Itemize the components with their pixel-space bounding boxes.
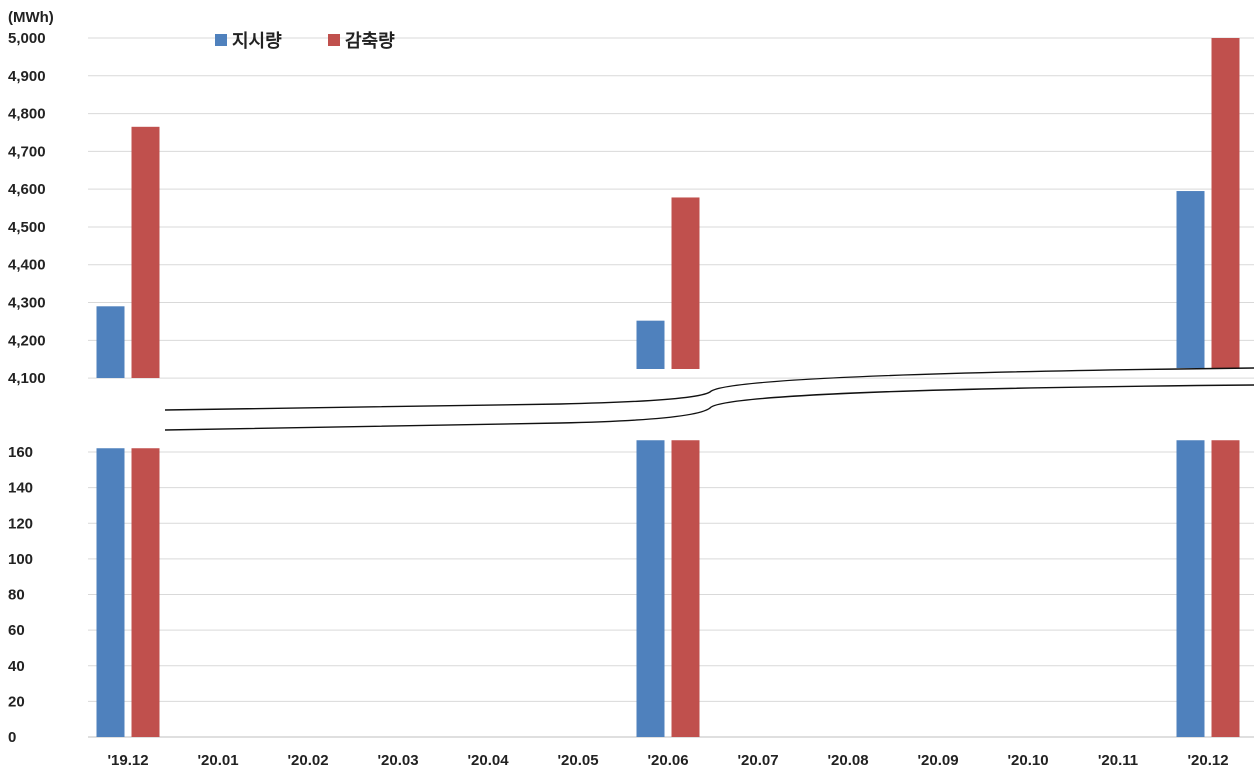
- x-tick-label: '20.01: [197, 752, 238, 768]
- x-tick-label: '20.02: [287, 752, 328, 768]
- legend-swatch-series-1: [215, 34, 227, 46]
- y-tick-label: 4,800: [8, 106, 46, 123]
- y-tick-label: 4,300: [8, 295, 46, 312]
- y-tick-label: 4,400: [8, 257, 46, 274]
- bar-lower-series-1: [636, 440, 665, 737]
- bar-upper-series-2: [131, 126, 160, 378]
- bars: [96, 38, 1240, 737]
- y-tick-label: 0: [8, 729, 16, 746]
- y-tick-label: 60: [8, 622, 25, 639]
- y-tick-label: 5,000: [8, 30, 46, 47]
- x-tick-label: '20.07: [737, 752, 778, 768]
- y-tick-label: 4,600: [8, 181, 46, 198]
- y-tick-label: 40: [8, 658, 25, 675]
- legend-swatch-series-2: [328, 34, 340, 46]
- y-tick-label: 80: [8, 587, 25, 604]
- y-tick-label: 4,500: [8, 219, 46, 236]
- axis-break: [85, 367, 1254, 431]
- bar-upper-series-2: [671, 197, 700, 369]
- y-tick-label: 4,200: [8, 332, 46, 349]
- x-tick-label: '20.05: [557, 752, 598, 768]
- x-tick-label: '19.12: [107, 752, 148, 768]
- y-tick-label: 4,900: [8, 68, 46, 85]
- y-tick-label: 140: [8, 480, 33, 497]
- x-tick-label: '20.03: [377, 752, 418, 768]
- y-tick-label: 20: [8, 693, 25, 710]
- x-tick-label: '20.12: [1187, 752, 1228, 768]
- bar-lower-series-2: [131, 448, 160, 737]
- bar-lower-series-1: [1176, 440, 1205, 737]
- bar-lower-series-2: [671, 440, 700, 737]
- x-tick-label: '20.04: [467, 752, 509, 768]
- bar-upper-series-2: [1211, 38, 1240, 368]
- y-tick-label: 100: [8, 551, 33, 568]
- axis-break-line-upper: [164, 367, 1254, 411]
- x-tick-label: '20.08: [827, 752, 868, 768]
- y-tick-label: 160: [8, 444, 33, 461]
- x-axis-labels: '19.12 '20.01 '20.02 '20.03 '20.04 '20.05 '20.…: [107, 752, 1228, 768]
- y-tick-label: 4,100: [8, 370, 46, 387]
- x-tick-label: '20.06: [647, 752, 688, 768]
- bar-lower-series-1: [96, 448, 125, 737]
- x-tick-label: '20.09: [917, 752, 958, 768]
- legend: 지시량 감축량: [215, 31, 395, 52]
- legend-label-series-2: 감축량: [345, 31, 395, 52]
- y-tick-label: 120: [8, 515, 33, 532]
- axis-break-line-lower: [164, 384, 1254, 431]
- y-tick-label: 4,700: [8, 143, 46, 160]
- bar-lower-series-2: [1211, 440, 1240, 737]
- tick-labels: 0 20 40 60 80 100 120 140 160 4,100 4,200 4,300 4,40…: [8, 30, 46, 746]
- x-tick-label: '20.11: [1098, 752, 1138, 768]
- gridlines: [88, 37, 1254, 738]
- x-tick-label: '20.10: [1007, 752, 1048, 768]
- bar-upper-series-1: [96, 306, 125, 378]
- legend-label-series-1: 지시량: [232, 31, 282, 52]
- unit-label: (MWh): [8, 9, 54, 26]
- bar-upper-series-1: [636, 320, 665, 369]
- axis-break-mask: [85, 383, 1254, 431]
- bar-upper-series-1: [1176, 191, 1205, 368]
